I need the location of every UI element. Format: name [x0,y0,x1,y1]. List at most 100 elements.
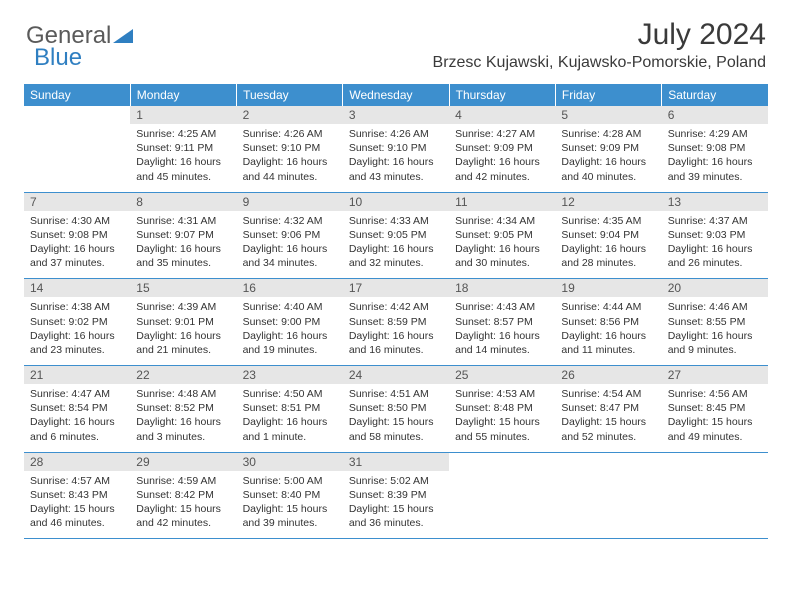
weekday-header: Tuesday [237,84,343,106]
day-cell: Sunrise: 4:46 AMSunset: 8:55 PMDaylight:… [662,297,768,365]
day-cell: Sunrise: 4:56 AMSunset: 8:45 PMDaylight:… [662,384,768,452]
day-cell: Sunrise: 4:42 AMSunset: 8:59 PMDaylight:… [343,297,449,365]
weekday-header: Monday [130,84,236,106]
title-block: July 2024 Brzesc Kujawski, Kujawsko-Pomo… [433,18,766,72]
day-number-cell: 21 [24,366,130,385]
day-cell: Sunrise: 4:39 AMSunset: 9:01 PMDaylight:… [130,297,236,365]
day-number-cell: 28 [24,452,130,471]
day-cell: Sunrise: 4:50 AMSunset: 8:51 PMDaylight:… [237,384,343,452]
day-number-cell: 9 [237,192,343,211]
day-content: Sunrise: 4:25 AMSunset: 9:11 PMDaylight:… [130,124,236,188]
day-number-cell [662,452,768,471]
day-number-cell: 5 [555,106,661,124]
day-content: Sunrise: 4:35 AMSunset: 9:04 PMDaylight:… [555,211,661,275]
day-number-cell: 27 [662,366,768,385]
day-cell: Sunrise: 4:26 AMSunset: 9:10 PMDaylight:… [237,124,343,192]
day-cell: Sunrise: 4:43 AMSunset: 8:57 PMDaylight:… [449,297,555,365]
day-content: Sunrise: 4:34 AMSunset: 9:05 PMDaylight:… [449,211,555,275]
day-cell: Sunrise: 4:40 AMSunset: 9:00 PMDaylight:… [237,297,343,365]
day-number-cell: 16 [237,279,343,298]
day-cell: Sunrise: 4:35 AMSunset: 9:04 PMDaylight:… [555,211,661,279]
day-cell: Sunrise: 5:02 AMSunset: 8:39 PMDaylight:… [343,471,449,539]
day-cell [449,471,555,539]
logo-triangle-icon [113,27,133,48]
day-number-row: 78910111213 [24,192,768,211]
day-content-row: Sunrise: 4:38 AMSunset: 9:02 PMDaylight:… [24,297,768,365]
day-cell [662,471,768,539]
day-number-row: 14151617181920 [24,279,768,298]
day-number-cell [555,452,661,471]
day-content: Sunrise: 4:32 AMSunset: 9:06 PMDaylight:… [237,211,343,275]
day-content: Sunrise: 4:50 AMSunset: 8:51 PMDaylight:… [237,384,343,448]
day-number-cell: 20 [662,279,768,298]
day-number-cell: 30 [237,452,343,471]
day-content: Sunrise: 4:51 AMSunset: 8:50 PMDaylight:… [343,384,449,448]
day-cell: Sunrise: 4:32 AMSunset: 9:06 PMDaylight:… [237,211,343,279]
weekday-header-row: SundayMondayTuesdayWednesdayThursdayFrid… [24,84,768,106]
day-number-cell: 31 [343,452,449,471]
day-number-cell: 25 [449,366,555,385]
weekday-header: Saturday [662,84,768,106]
day-content: Sunrise: 4:43 AMSunset: 8:57 PMDaylight:… [449,297,555,361]
day-content: Sunrise: 4:33 AMSunset: 9:05 PMDaylight:… [343,211,449,275]
day-content: Sunrise: 4:44 AMSunset: 8:56 PMDaylight:… [555,297,661,361]
day-number-cell: 26 [555,366,661,385]
day-cell: Sunrise: 4:53 AMSunset: 8:48 PMDaylight:… [449,384,555,452]
day-content: Sunrise: 4:42 AMSunset: 8:59 PMDaylight:… [343,297,449,361]
day-content-row: Sunrise: 4:57 AMSunset: 8:43 PMDaylight:… [24,471,768,539]
day-cell: Sunrise: 4:54 AMSunset: 8:47 PMDaylight:… [555,384,661,452]
day-number-cell: 23 [237,366,343,385]
day-number-cell: 14 [24,279,130,298]
day-number-cell: 8 [130,192,236,211]
day-number-cell: 10 [343,192,449,211]
day-cell: Sunrise: 4:31 AMSunset: 9:07 PMDaylight:… [130,211,236,279]
day-number-cell: 11 [449,192,555,211]
day-number-row: 21222324252627 [24,366,768,385]
day-content: Sunrise: 4:37 AMSunset: 9:03 PMDaylight:… [662,211,768,275]
day-cell: Sunrise: 4:51 AMSunset: 8:50 PMDaylight:… [343,384,449,452]
header: General July 2024 Brzesc Kujawski, Kujaw… [0,0,792,78]
day-number-cell: 17 [343,279,449,298]
day-content: Sunrise: 4:57 AMSunset: 8:43 PMDaylight:… [24,471,130,535]
day-content: Sunrise: 4:39 AMSunset: 9:01 PMDaylight:… [130,297,236,361]
day-cell: Sunrise: 4:26 AMSunset: 9:10 PMDaylight:… [343,124,449,192]
day-number-cell: 12 [555,192,661,211]
day-number-cell: 1 [130,106,236,124]
weekday-header: Thursday [449,84,555,106]
day-number-row: 28293031 [24,452,768,471]
day-number-cell: 4 [449,106,555,124]
month-title: July 2024 [433,18,766,52]
day-content: Sunrise: 4:27 AMSunset: 9:09 PMDaylight:… [449,124,555,188]
day-number-cell: 6 [662,106,768,124]
day-content-row: Sunrise: 4:47 AMSunset: 8:54 PMDaylight:… [24,384,768,452]
day-number-row: 123456 [24,106,768,124]
day-cell: Sunrise: 4:30 AMSunset: 9:08 PMDaylight:… [24,211,130,279]
day-number-cell [449,452,555,471]
day-cell [555,471,661,539]
day-number-cell: 7 [24,192,130,211]
day-cell: Sunrise: 4:33 AMSunset: 9:05 PMDaylight:… [343,211,449,279]
day-number-cell [24,106,130,124]
day-content: Sunrise: 4:54 AMSunset: 8:47 PMDaylight:… [555,384,661,448]
day-cell: Sunrise: 4:37 AMSunset: 9:03 PMDaylight:… [662,211,768,279]
day-content: Sunrise: 5:00 AMSunset: 8:40 PMDaylight:… [237,471,343,535]
day-content: Sunrise: 4:47 AMSunset: 8:54 PMDaylight:… [24,384,130,448]
day-cell: Sunrise: 4:25 AMSunset: 9:11 PMDaylight:… [130,124,236,192]
day-content-row: Sunrise: 4:25 AMSunset: 9:11 PMDaylight:… [24,124,768,192]
day-number-cell: 2 [237,106,343,124]
day-number-cell: 15 [130,279,236,298]
day-content: Sunrise: 4:29 AMSunset: 9:08 PMDaylight:… [662,124,768,188]
day-cell: Sunrise: 4:44 AMSunset: 8:56 PMDaylight:… [555,297,661,365]
calendar-table: SundayMondayTuesdayWednesdayThursdayFrid… [24,84,768,539]
day-cell: Sunrise: 4:27 AMSunset: 9:09 PMDaylight:… [449,124,555,192]
day-number-cell: 3 [343,106,449,124]
day-content-row: Sunrise: 4:30 AMSunset: 9:08 PMDaylight:… [24,211,768,279]
day-cell: Sunrise: 4:47 AMSunset: 8:54 PMDaylight:… [24,384,130,452]
day-content: Sunrise: 4:53 AMSunset: 8:48 PMDaylight:… [449,384,555,448]
day-cell: Sunrise: 4:57 AMSunset: 8:43 PMDaylight:… [24,471,130,539]
location-text: Brzesc Kujawski, Kujawsko-Pomorskie, Pol… [433,54,766,72]
day-content: Sunrise: 5:02 AMSunset: 8:39 PMDaylight:… [343,471,449,535]
day-number-cell: 13 [662,192,768,211]
day-number-cell: 19 [555,279,661,298]
day-content: Sunrise: 4:31 AMSunset: 9:07 PMDaylight:… [130,211,236,275]
